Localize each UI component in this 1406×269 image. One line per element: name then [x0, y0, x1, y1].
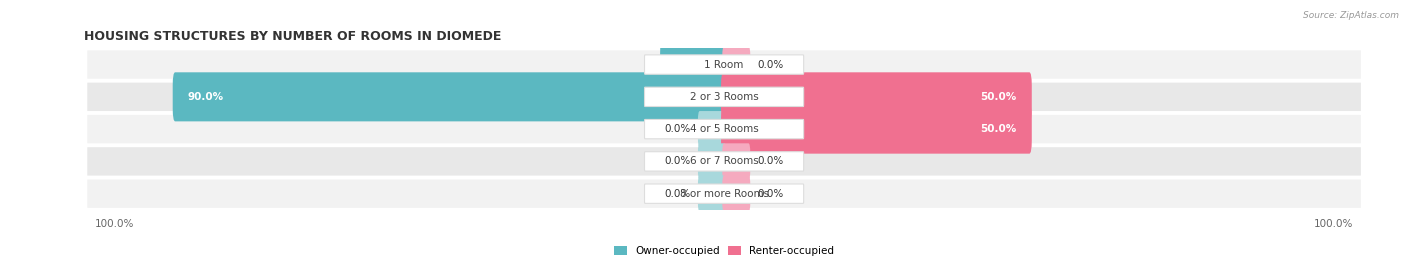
Text: 4 or 5 Rooms: 4 or 5 Rooms: [690, 124, 758, 134]
FancyBboxPatch shape: [723, 176, 751, 212]
FancyBboxPatch shape: [87, 115, 1361, 143]
FancyBboxPatch shape: [173, 72, 727, 121]
Text: 50.0%: 50.0%: [980, 92, 1017, 102]
Text: 0.0%: 0.0%: [758, 156, 785, 167]
FancyBboxPatch shape: [644, 152, 804, 171]
Text: 50.0%: 50.0%: [980, 124, 1017, 134]
FancyBboxPatch shape: [644, 55, 804, 74]
Text: 8 or more Rooms: 8 or more Rooms: [679, 189, 769, 199]
Legend: Owner-occupied, Renter-occupied: Owner-occupied, Renter-occupied: [614, 246, 834, 256]
FancyBboxPatch shape: [721, 72, 1032, 121]
FancyBboxPatch shape: [87, 50, 1361, 79]
FancyBboxPatch shape: [87, 147, 1361, 176]
FancyBboxPatch shape: [697, 143, 725, 179]
Text: 0.0%: 0.0%: [664, 124, 690, 134]
Text: Source: ZipAtlas.com: Source: ZipAtlas.com: [1303, 11, 1399, 20]
FancyBboxPatch shape: [661, 40, 727, 89]
FancyBboxPatch shape: [721, 105, 1032, 154]
FancyBboxPatch shape: [697, 111, 725, 147]
FancyBboxPatch shape: [644, 87, 804, 107]
FancyBboxPatch shape: [723, 47, 751, 83]
Text: 0.0%: 0.0%: [758, 59, 785, 70]
Text: 0.0%: 0.0%: [758, 189, 785, 199]
FancyBboxPatch shape: [644, 184, 804, 203]
Text: HOUSING STRUCTURES BY NUMBER OF ROOMS IN DIOMEDE: HOUSING STRUCTURES BY NUMBER OF ROOMS IN…: [84, 30, 502, 43]
Text: 0.0%: 0.0%: [664, 156, 690, 167]
Text: 90.0%: 90.0%: [188, 92, 224, 102]
FancyBboxPatch shape: [644, 119, 804, 139]
FancyBboxPatch shape: [87, 83, 1361, 111]
FancyBboxPatch shape: [87, 179, 1361, 208]
Text: 10.0%: 10.0%: [675, 59, 711, 70]
FancyBboxPatch shape: [697, 176, 725, 212]
FancyBboxPatch shape: [723, 143, 751, 179]
Text: 6 or 7 Rooms: 6 or 7 Rooms: [690, 156, 758, 167]
Text: 0.0%: 0.0%: [664, 189, 690, 199]
Text: 2 or 3 Rooms: 2 or 3 Rooms: [690, 92, 758, 102]
Text: 1 Room: 1 Room: [704, 59, 744, 70]
